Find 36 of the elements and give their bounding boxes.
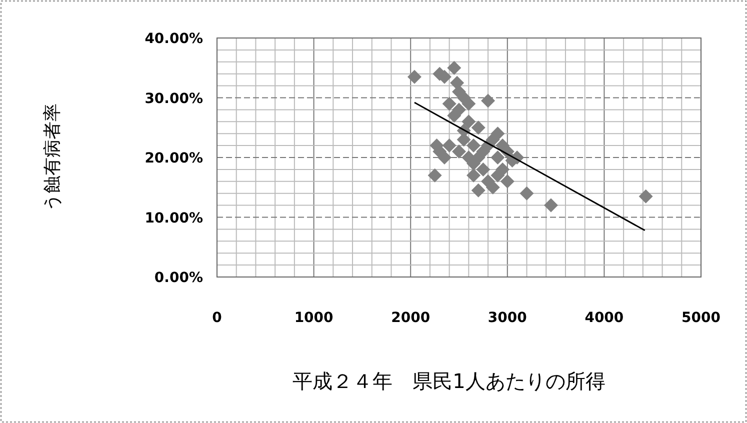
x-tick-label: 1000 [294,310,334,326]
x-tick-label: 5000 [682,310,721,326]
point [471,183,486,198]
point [476,162,490,176]
point [466,138,481,153]
y-tick-label: 10.00% [144,210,203,226]
point [452,102,466,117]
point [462,96,476,111]
point [466,168,481,182]
point [520,186,534,200]
point [496,162,510,176]
y-tick-label: 20.00% [144,150,203,166]
y-axis-title: う蝕有病者率 [42,104,63,212]
y-tick-label: 30.00% [144,90,203,107]
y-tick-label: 0.00% [154,270,203,286]
point [452,144,466,159]
point [437,150,452,164]
x-tick-label: 4000 [584,310,624,326]
point [481,94,496,108]
point [486,180,500,194]
x-tick-label: 3000 [488,310,528,326]
point [447,60,462,75]
point [442,96,456,111]
point [638,189,653,204]
point [490,150,505,164]
x-tick-label: 2000 [391,310,430,326]
y-tick-label: 40.00% [144,31,203,47]
point [442,138,456,153]
point [471,120,486,135]
point [407,70,422,84]
point [500,174,514,188]
x-axis-title: 平成２４年 県民1人あたりの所得 [292,369,606,393]
point [428,168,442,182]
point [462,114,476,129]
x-tick-label: 0 [212,310,222,326]
point [544,198,558,212]
